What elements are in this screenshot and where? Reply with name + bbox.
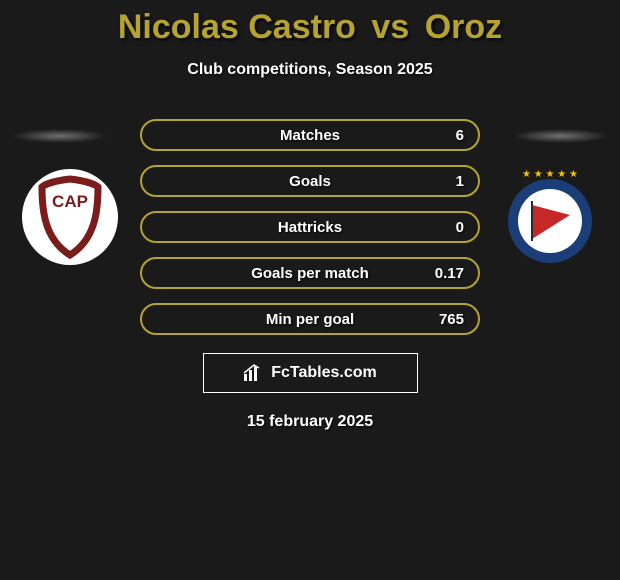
vs-text: vs [371,8,409,46]
stat-pill-goals: Goals 1 [140,165,480,197]
bar-chart-icon [243,364,265,382]
stat-pill-hattricks: Hattricks 0 [140,211,480,243]
date-text: 15 february 2025 [0,413,620,431]
stats-area: CAP ★ ★ ★ ★ ★ Matches 6 Goals 1 [0,119,620,335]
stat-label: Min per goal [266,311,354,328]
stat-value: 0.17 [435,265,464,282]
player2-name: Oroz [425,8,502,46]
stat-row: Matches 6 [0,119,620,151]
stat-row: Goals per match 0.17 [0,257,620,289]
site-attribution[interactable]: FcTables.com [203,353,418,393]
subtitle: Club competitions, Season 2025 [0,61,620,79]
stat-label: Matches [280,127,340,144]
stat-value: 765 [439,311,464,328]
stat-row: Goals 1 [0,165,620,197]
stat-value: 6 [456,127,464,144]
stat-value: 1 [456,173,464,190]
stat-label: Hattricks [278,219,342,236]
stat-row: Hattricks 0 [0,211,620,243]
site-label: FcTables.com [271,364,377,382]
stat-value: 0 [456,219,464,236]
stat-row: Min per goal 765 [0,303,620,335]
stat-pill-matches: Matches 6 [140,119,480,151]
stat-pill-gpm: Goals per match 0.17 [140,257,480,289]
stat-pill-mpg: Min per goal 765 [140,303,480,335]
stat-label: Goals [289,173,331,190]
player1-name: Nicolas Castro [118,8,356,46]
comparison-title: Nicolas Castro vs Oroz [0,0,620,47]
stat-label: Goals per match [251,265,369,282]
